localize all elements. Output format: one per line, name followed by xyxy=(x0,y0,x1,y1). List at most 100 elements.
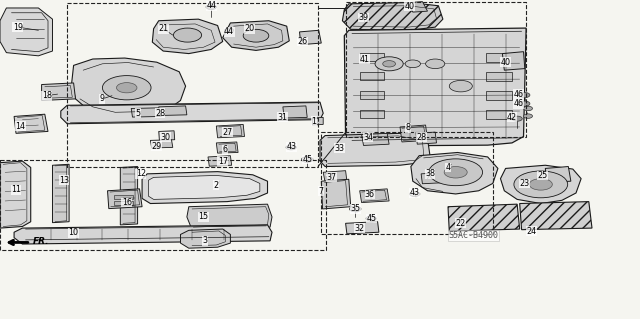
Polygon shape xyxy=(500,165,581,204)
Circle shape xyxy=(349,206,361,212)
Circle shape xyxy=(375,57,403,71)
Circle shape xyxy=(449,80,472,92)
Text: 2: 2 xyxy=(214,181,219,189)
Circle shape xyxy=(429,159,483,186)
Polygon shape xyxy=(545,167,571,182)
Text: 41: 41 xyxy=(360,55,370,63)
Polygon shape xyxy=(142,172,268,204)
Text: 24: 24 xyxy=(526,227,536,236)
Polygon shape xyxy=(320,133,430,167)
Polygon shape xyxy=(152,19,223,54)
Text: FR.: FR. xyxy=(33,237,50,246)
Text: 32: 32 xyxy=(355,224,365,233)
Text: 23: 23 xyxy=(520,179,530,188)
Text: 27: 27 xyxy=(222,128,232,137)
Polygon shape xyxy=(312,117,323,125)
Text: 20: 20 xyxy=(244,24,255,33)
Circle shape xyxy=(426,59,445,69)
Polygon shape xyxy=(14,114,48,133)
Polygon shape xyxy=(120,167,138,225)
Bar xyxy=(360,91,384,99)
Bar xyxy=(346,2,526,137)
Circle shape xyxy=(514,171,568,198)
Text: 34: 34 xyxy=(363,133,373,142)
Text: 25: 25 xyxy=(538,171,548,180)
Text: 13: 13 xyxy=(59,176,69,185)
Text: 37: 37 xyxy=(326,173,337,182)
Text: 43: 43 xyxy=(286,142,296,151)
Text: 5: 5 xyxy=(135,109,140,118)
Circle shape xyxy=(405,60,420,68)
Polygon shape xyxy=(0,161,31,228)
Text: 10: 10 xyxy=(68,228,79,237)
Circle shape xyxy=(383,61,396,67)
Bar xyxy=(321,132,493,234)
Text: 29: 29 xyxy=(152,142,162,151)
Circle shape xyxy=(301,157,313,162)
Polygon shape xyxy=(72,58,186,117)
Bar xyxy=(67,3,318,167)
Text: 39: 39 xyxy=(358,13,369,22)
Polygon shape xyxy=(52,164,69,223)
Polygon shape xyxy=(421,172,448,184)
Text: 35: 35 xyxy=(350,204,360,213)
Polygon shape xyxy=(344,28,526,146)
Polygon shape xyxy=(216,142,238,153)
Text: 21: 21 xyxy=(158,24,168,33)
Polygon shape xyxy=(342,3,443,30)
Polygon shape xyxy=(520,202,592,230)
Circle shape xyxy=(512,116,522,121)
Bar xyxy=(114,201,133,205)
Circle shape xyxy=(173,28,202,42)
Circle shape xyxy=(524,106,532,111)
Text: 28: 28 xyxy=(155,109,165,118)
Text: 46: 46 xyxy=(513,99,524,108)
Text: 44: 44 xyxy=(224,27,234,36)
Circle shape xyxy=(520,93,530,98)
Text: 9: 9 xyxy=(100,94,105,103)
Circle shape xyxy=(286,145,296,150)
Polygon shape xyxy=(323,171,347,182)
Bar xyxy=(114,195,133,199)
Polygon shape xyxy=(208,156,232,166)
Polygon shape xyxy=(524,173,549,187)
Circle shape xyxy=(524,114,532,118)
Text: 33: 33 xyxy=(334,144,344,153)
Text: 3: 3 xyxy=(202,236,207,245)
Polygon shape xyxy=(411,152,498,194)
Text: 44: 44 xyxy=(206,1,216,10)
Text: 30: 30 xyxy=(160,133,170,142)
Polygon shape xyxy=(131,108,161,117)
Text: 38: 38 xyxy=(425,169,435,178)
Polygon shape xyxy=(448,204,520,231)
Text: 17: 17 xyxy=(218,157,228,166)
Text: 45: 45 xyxy=(366,214,376,223)
Text: 11: 11 xyxy=(11,185,21,194)
Text: 18: 18 xyxy=(42,91,52,100)
Circle shape xyxy=(206,4,216,10)
Polygon shape xyxy=(159,106,187,115)
Circle shape xyxy=(520,101,530,106)
Bar xyxy=(360,53,384,61)
Text: 15: 15 xyxy=(198,212,209,221)
Bar xyxy=(486,53,512,62)
Text: 1: 1 xyxy=(311,117,316,126)
Text: 16: 16 xyxy=(122,198,132,207)
Polygon shape xyxy=(0,8,52,56)
Polygon shape xyxy=(223,21,289,50)
Polygon shape xyxy=(14,225,272,244)
Polygon shape xyxy=(408,2,428,12)
Text: 43: 43 xyxy=(410,189,420,197)
Polygon shape xyxy=(108,189,142,209)
Circle shape xyxy=(116,83,137,93)
Polygon shape xyxy=(216,124,244,138)
Text: 40: 40 xyxy=(500,58,511,67)
Circle shape xyxy=(366,216,376,221)
Text: 7: 7 xyxy=(319,187,324,196)
Text: 12: 12 xyxy=(136,169,146,178)
Bar xyxy=(360,110,384,118)
Text: 22: 22 xyxy=(456,219,466,228)
Circle shape xyxy=(444,167,467,178)
Text: S5AC-B4900: S5AC-B4900 xyxy=(449,231,499,240)
Circle shape xyxy=(225,28,234,33)
